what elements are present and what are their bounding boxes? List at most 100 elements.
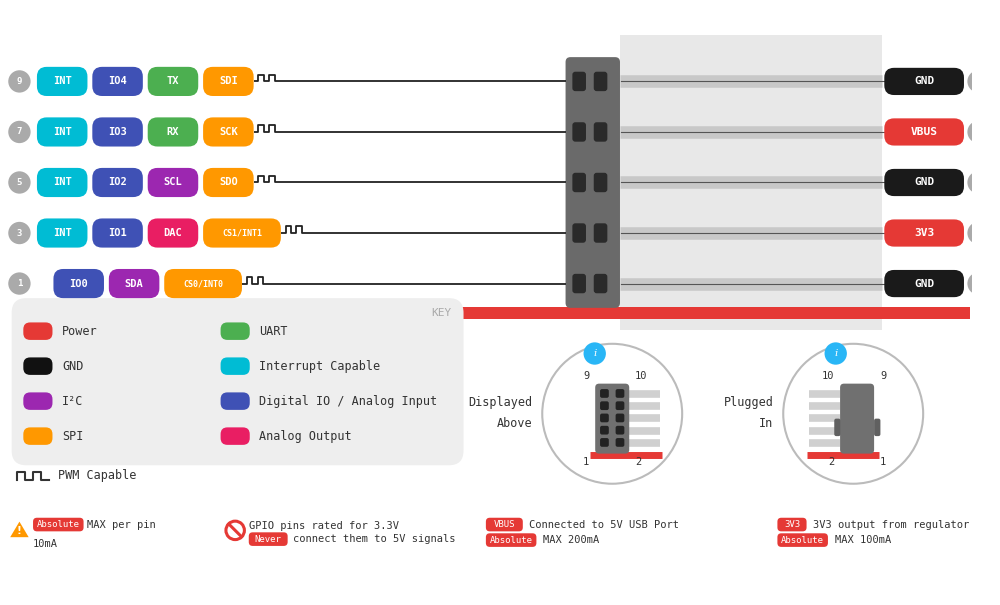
Text: 1: 1 bbox=[880, 457, 886, 468]
Text: Power: Power bbox=[62, 325, 98, 338]
Text: GND: GND bbox=[914, 278, 934, 289]
Text: 3V3: 3V3 bbox=[784, 520, 800, 529]
Text: TX: TX bbox=[167, 76, 179, 87]
FancyBboxPatch shape bbox=[203, 67, 254, 96]
FancyBboxPatch shape bbox=[884, 119, 964, 146]
Text: 3V3: 3V3 bbox=[914, 228, 934, 238]
Text: Plugged: Plugged bbox=[724, 396, 774, 408]
FancyBboxPatch shape bbox=[203, 168, 254, 197]
FancyBboxPatch shape bbox=[572, 274, 586, 293]
FancyBboxPatch shape bbox=[874, 419, 880, 436]
Bar bbox=[620, 34, 882, 330]
Text: IO1: IO1 bbox=[108, 228, 127, 238]
Text: SCK: SCK bbox=[219, 127, 238, 137]
Text: 9: 9 bbox=[583, 371, 589, 381]
FancyBboxPatch shape bbox=[53, 269, 104, 298]
FancyBboxPatch shape bbox=[616, 438, 624, 447]
Text: INT: INT bbox=[53, 76, 72, 87]
Text: 1: 1 bbox=[17, 279, 22, 288]
Text: RX: RX bbox=[167, 127, 179, 137]
FancyBboxPatch shape bbox=[164, 269, 242, 298]
Text: 2: 2 bbox=[635, 457, 641, 468]
FancyBboxPatch shape bbox=[203, 218, 281, 247]
Text: i: i bbox=[834, 349, 837, 358]
Text: SDI: SDI bbox=[219, 76, 238, 87]
FancyBboxPatch shape bbox=[600, 426, 609, 434]
Text: 6: 6 bbox=[976, 178, 981, 187]
Text: DAC: DAC bbox=[164, 228, 182, 238]
Text: INT: INT bbox=[53, 228, 72, 238]
Text: In: In bbox=[759, 417, 774, 430]
Text: 10mA: 10mA bbox=[33, 539, 58, 549]
Circle shape bbox=[825, 342, 847, 365]
Text: Digital IO / Analog Input: Digital IO / Analog Input bbox=[259, 394, 438, 408]
Text: PWM Capable: PWM Capable bbox=[58, 469, 137, 482]
FancyBboxPatch shape bbox=[834, 419, 841, 436]
Circle shape bbox=[8, 70, 31, 93]
Polygon shape bbox=[10, 522, 29, 537]
Circle shape bbox=[8, 272, 31, 295]
FancyBboxPatch shape bbox=[566, 57, 620, 308]
Text: VBUS: VBUS bbox=[494, 520, 515, 529]
Bar bbox=[49, 307, 970, 319]
FancyBboxPatch shape bbox=[37, 168, 87, 197]
Text: IO0: IO0 bbox=[69, 278, 88, 289]
FancyBboxPatch shape bbox=[884, 270, 964, 297]
FancyBboxPatch shape bbox=[616, 414, 624, 422]
FancyBboxPatch shape bbox=[37, 218, 87, 247]
Text: IO3: IO3 bbox=[108, 127, 127, 137]
Text: 1: 1 bbox=[583, 457, 589, 468]
Circle shape bbox=[584, 342, 606, 365]
FancyBboxPatch shape bbox=[884, 169, 964, 196]
FancyBboxPatch shape bbox=[777, 518, 807, 531]
FancyBboxPatch shape bbox=[33, 518, 84, 531]
Text: GND: GND bbox=[914, 76, 934, 87]
FancyBboxPatch shape bbox=[92, 218, 143, 247]
FancyBboxPatch shape bbox=[221, 393, 250, 410]
FancyBboxPatch shape bbox=[884, 220, 964, 247]
Text: Connected to 5V USB Port: Connected to 5V USB Port bbox=[529, 520, 679, 529]
Text: CS0/INT0: CS0/INT0 bbox=[183, 279, 223, 288]
FancyBboxPatch shape bbox=[221, 358, 250, 375]
Circle shape bbox=[8, 121, 31, 143]
Text: SDA: SDA bbox=[125, 278, 143, 289]
Circle shape bbox=[967, 171, 990, 194]
FancyBboxPatch shape bbox=[594, 122, 607, 142]
FancyBboxPatch shape bbox=[600, 401, 609, 410]
Text: MAX 200mA: MAX 200mA bbox=[543, 535, 599, 545]
FancyBboxPatch shape bbox=[249, 532, 288, 546]
FancyBboxPatch shape bbox=[92, 117, 143, 146]
Text: VBUS: VBUS bbox=[911, 127, 938, 137]
Text: I²C: I²C bbox=[62, 394, 84, 408]
Text: IO2: IO2 bbox=[108, 177, 127, 188]
Circle shape bbox=[542, 344, 682, 484]
Text: MAX per pin: MAX per pin bbox=[87, 520, 156, 529]
FancyBboxPatch shape bbox=[884, 68, 964, 95]
FancyBboxPatch shape bbox=[572, 223, 586, 243]
FancyBboxPatch shape bbox=[572, 173, 586, 192]
FancyBboxPatch shape bbox=[37, 117, 87, 146]
Text: 10: 10 bbox=[973, 77, 984, 86]
Text: 9: 9 bbox=[880, 371, 886, 381]
Circle shape bbox=[8, 222, 31, 244]
FancyBboxPatch shape bbox=[594, 223, 607, 243]
Text: 8: 8 bbox=[976, 128, 981, 137]
Text: Never: Never bbox=[255, 535, 282, 544]
Text: Analog Output: Analog Output bbox=[259, 430, 352, 443]
FancyBboxPatch shape bbox=[595, 384, 629, 454]
Text: Displayed: Displayed bbox=[468, 396, 533, 408]
FancyBboxPatch shape bbox=[594, 173, 607, 192]
FancyBboxPatch shape bbox=[23, 393, 52, 410]
FancyBboxPatch shape bbox=[777, 533, 828, 547]
FancyBboxPatch shape bbox=[616, 401, 624, 410]
Text: INT: INT bbox=[53, 127, 72, 137]
FancyBboxPatch shape bbox=[203, 117, 254, 146]
FancyBboxPatch shape bbox=[486, 533, 536, 547]
Text: SPI: SPI bbox=[62, 430, 84, 443]
Text: 10: 10 bbox=[635, 371, 648, 381]
Text: UART: UART bbox=[259, 325, 288, 338]
FancyBboxPatch shape bbox=[109, 269, 159, 298]
FancyBboxPatch shape bbox=[23, 322, 52, 340]
Text: i: i bbox=[593, 349, 596, 358]
FancyBboxPatch shape bbox=[486, 518, 523, 531]
